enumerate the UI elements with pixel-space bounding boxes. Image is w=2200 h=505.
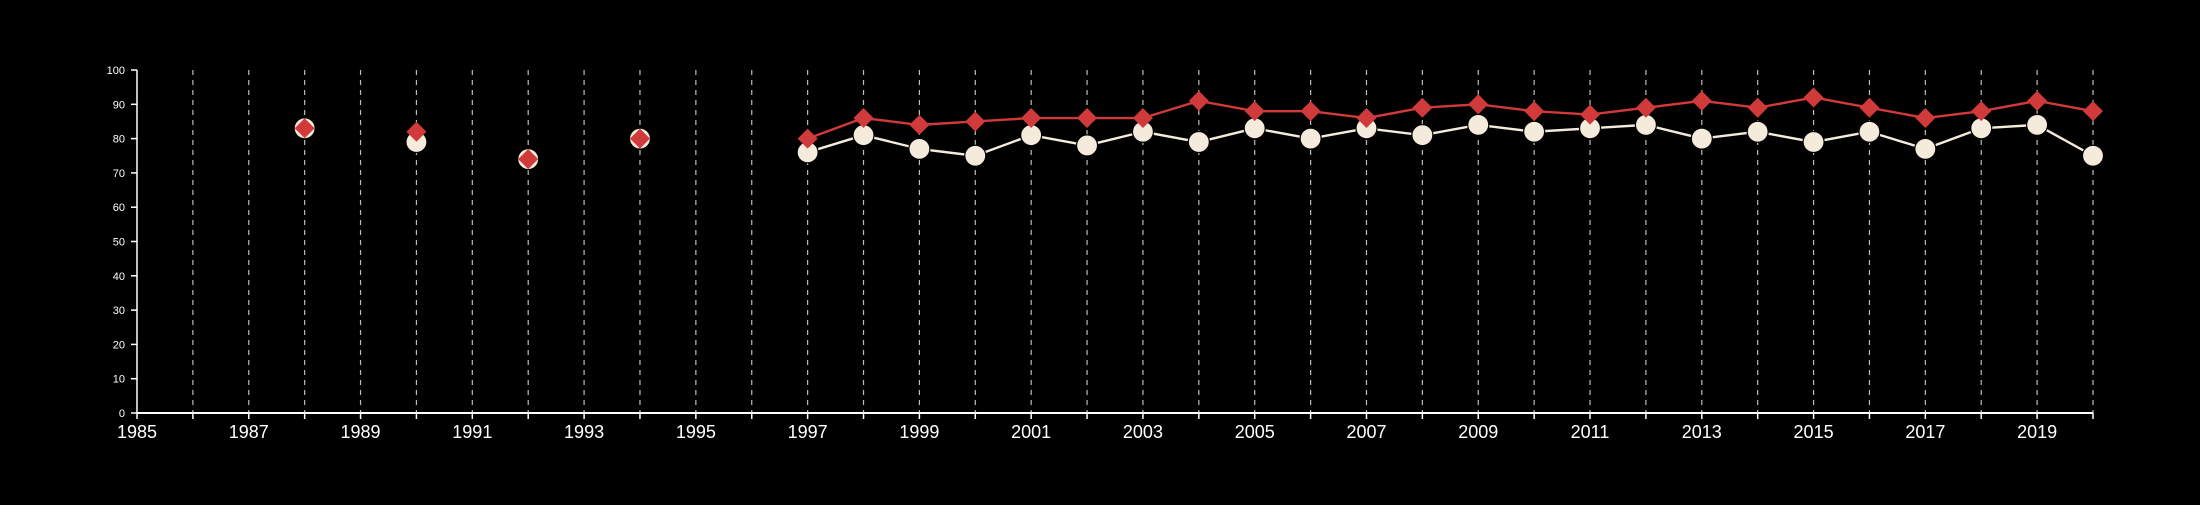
data-point-diamond-2020 [2083, 101, 2103, 122]
data-point-circle-2008 [1411, 124, 1434, 147]
series-line-segment [1701, 99, 1758, 109]
data-point-circle-2020 [2081, 144, 2105, 167]
y-tick-label: 50 [113, 237, 125, 249]
series-diamond [294, 87, 2103, 170]
x-tick-label: 2017 [1905, 422, 1945, 442]
series-line-segment [1757, 96, 1814, 109]
data-point-circle-2019 [2026, 113, 2049, 136]
data-point-diamond-1997 [797, 128, 818, 149]
data-point-circle-2013 [1690, 127, 1713, 150]
series-line-segment [1869, 106, 1926, 120]
data-point-diamond-2004 [1188, 90, 1209, 111]
series-line-segment [1310, 109, 1367, 120]
data-point-diamond-1999 [909, 114, 930, 135]
y-tick-label: 30 [113, 305, 125, 317]
series-line-segment [1589, 106, 1647, 116]
data-point-diamond-1988 [294, 118, 315, 139]
x-tick-label: 2011 [1571, 422, 1610, 442]
y-tick-label: 90 [113, 99, 125, 111]
data-point-diamond-2019 [2027, 90, 2048, 111]
series-line-segment [1366, 106, 1423, 120]
series-line-segment [1981, 99, 2038, 113]
x-tick-label: 1995 [676, 422, 716, 442]
grid-lines [192, 70, 2094, 413]
data-point-diamond-2009 [1468, 94, 1489, 115]
data-point-diamond-1998 [853, 108, 874, 129]
axes [136, 70, 2093, 414]
data-point-diamond-2010 [1524, 101, 1545, 122]
data-point-diamond-2005 [1244, 101, 1265, 122]
series-line-segment [1925, 109, 1982, 120]
data-point-circle-2017 [1914, 137, 1937, 160]
x-tick-label: 2005 [1235, 422, 1275, 442]
x-tick-label: 2001 [1011, 422, 1051, 442]
data-point-circle-2010 [1523, 120, 1546, 143]
data-series [293, 87, 2105, 171]
y-tick-label: 40 [113, 271, 125, 283]
series-line-segment [1198, 99, 1255, 113]
data-point-diamond-2012 [1635, 97, 1656, 118]
x-tick-label: 1999 [899, 422, 939, 442]
y-tick-label: 80 [113, 134, 125, 146]
y-tick-label: 0 [119, 408, 125, 420]
data-point-diamond-2003 [1132, 108, 1153, 129]
data-point-diamond-1994 [629, 128, 650, 149]
data-point-diamond-2018 [1971, 101, 1992, 122]
x-tick-label: 1997 [788, 422, 828, 442]
series-line-segment [1813, 96, 1870, 109]
data-point-diamond-2006 [1300, 101, 1321, 122]
series-circle [293, 113, 2105, 171]
data-point-circle-2002 [1075, 134, 1099, 157]
y-axis-ticks: 0 10 20 30 40 50 60 70 80 90 100 [107, 65, 137, 420]
series-line-segment [1478, 103, 1535, 113]
series-line-segment [1645, 99, 1702, 109]
data-point-diamond-2008 [1412, 97, 1433, 118]
data-point-diamond-2002 [1077, 108, 1098, 129]
data-point-diamond-1992 [518, 149, 539, 170]
data-point-circle-2006 [1299, 127, 1322, 150]
series-line-segment [807, 116, 864, 140]
data-point-circle-2016 [1858, 120, 1881, 143]
x-tick-label: 2003 [1123, 422, 1163, 442]
y-tick-label: 60 [113, 202, 125, 214]
data-point-diamond-2017 [1915, 108, 1936, 129]
data-point-circle-2015 [1802, 130, 1825, 154]
data-point-circle-2004 [1187, 130, 1210, 154]
series-line-segment [1142, 99, 1200, 120]
x-tick-label: 1989 [341, 422, 381, 442]
x-tick-label: 1993 [564, 422, 604, 442]
series-line-segment [863, 116, 920, 127]
x-tick-label: 2007 [1346, 422, 1386, 442]
data-point-diamond-2007 [1356, 108, 1377, 129]
x-tick-label: 1987 [229, 422, 269, 442]
data-point-diamond-2016 [1859, 97, 1880, 118]
data-point-circle-2014 [1746, 120, 1769, 143]
y-tick-label: 20 [113, 339, 125, 351]
x-tick-label: 2013 [1682, 422, 1722, 442]
data-point-circle-2000 [964, 144, 987, 167]
y-tick-label: 70 [113, 168, 125, 180]
data-point-diamond-2013 [1691, 90, 1712, 111]
data-point-diamond-2014 [1747, 97, 1768, 118]
x-tick-label: 2015 [1794, 422, 1834, 442]
data-point-diamond-2001 [1021, 108, 1042, 129]
data-point-diamond-2015 [1803, 87, 1824, 108]
data-point-diamond-2011 [1580, 104, 1601, 125]
data-point-circle-2009 [1467, 113, 1490, 136]
x-tick-label: 2019 [2017, 422, 2057, 442]
x-tick-label: 1985 [117, 422, 157, 442]
y-tick-label: 10 [113, 374, 125, 386]
data-point-circle-1999 [908, 137, 931, 160]
data-point-diamond-1990 [406, 121, 427, 142]
x-axis-ticks: 1985 1987 1989 1991 1993 1995 1997 1999 2001 2003… [117, 413, 2094, 442]
data-point-diamond-2000 [965, 111, 986, 132]
series-line-segment [2036, 99, 2094, 113]
x-tick-label: 2009 [1458, 422, 1498, 442]
y-tick-label: 100 [107, 65, 125, 77]
x-tick-label: 1991 [452, 422, 492, 442]
